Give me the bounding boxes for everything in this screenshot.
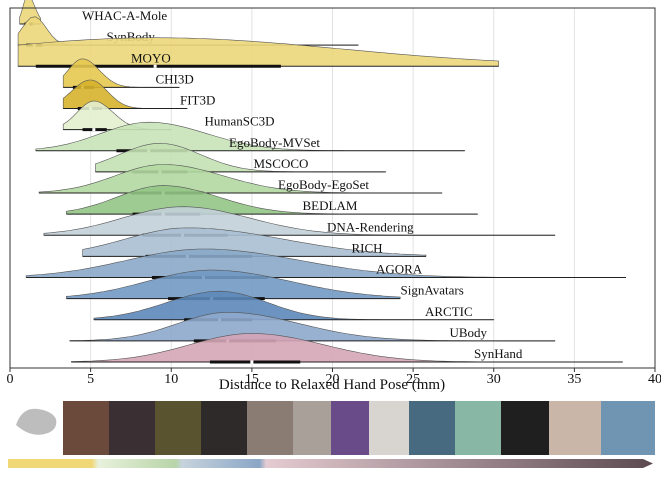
x-tick-label: 35 [567, 372, 581, 387]
photo [247, 401, 293, 455]
series-label: EgoBody-MVSet [229, 135, 320, 150]
series-label: AGORA [376, 262, 423, 277]
x-tick-label: 10 [164, 372, 178, 387]
x-tick-label: 5 [87, 372, 94, 387]
series-label: DNA-Rendering [327, 219, 414, 234]
series-label: MSCOCO [254, 156, 309, 171]
chart: 0510152025303540WHAC-A-MoleSynBodyMOYOCH… [0, 0, 661, 472]
series-label: SynHand [474, 346, 523, 361]
x-tick-label: 30 [487, 372, 501, 387]
photo [369, 401, 409, 455]
series-label: BEDLAM [303, 198, 358, 213]
photo [201, 401, 247, 455]
series-label: ARCTIC [425, 304, 473, 319]
median [92, 128, 95, 131]
series-label: UBody [450, 325, 488, 340]
series-label: CHI3D [156, 71, 194, 86]
x-tick-label: 0 [7, 372, 14, 387]
x-tick-label: 40 [648, 372, 661, 387]
hand-icon [16, 409, 56, 435]
photo [549, 401, 601, 455]
series-label: EgoBody-EgoSet [278, 177, 369, 192]
photo [109, 401, 155, 455]
photo [455, 401, 501, 455]
series-label: HumanSC3D [205, 114, 275, 129]
series-label: SignAvatars [401, 283, 464, 298]
median [250, 361, 253, 364]
series-label: MOYO [131, 50, 171, 65]
photo [601, 401, 655, 455]
photo [293, 401, 331, 455]
photo [501, 401, 549, 455]
photo [63, 401, 109, 455]
series-label: RICH [352, 240, 383, 255]
progress-bar [8, 459, 653, 468]
image-strip [16, 401, 655, 455]
photo [409, 401, 455, 455]
x-axis-label: Distance to Relaxed Hand Pose (mm) [219, 377, 445, 393]
photo [155, 401, 201, 455]
series-label: WHAC-A-Mole [82, 8, 167, 23]
series-label: FIT3D [180, 93, 215, 108]
photo [331, 401, 369, 455]
